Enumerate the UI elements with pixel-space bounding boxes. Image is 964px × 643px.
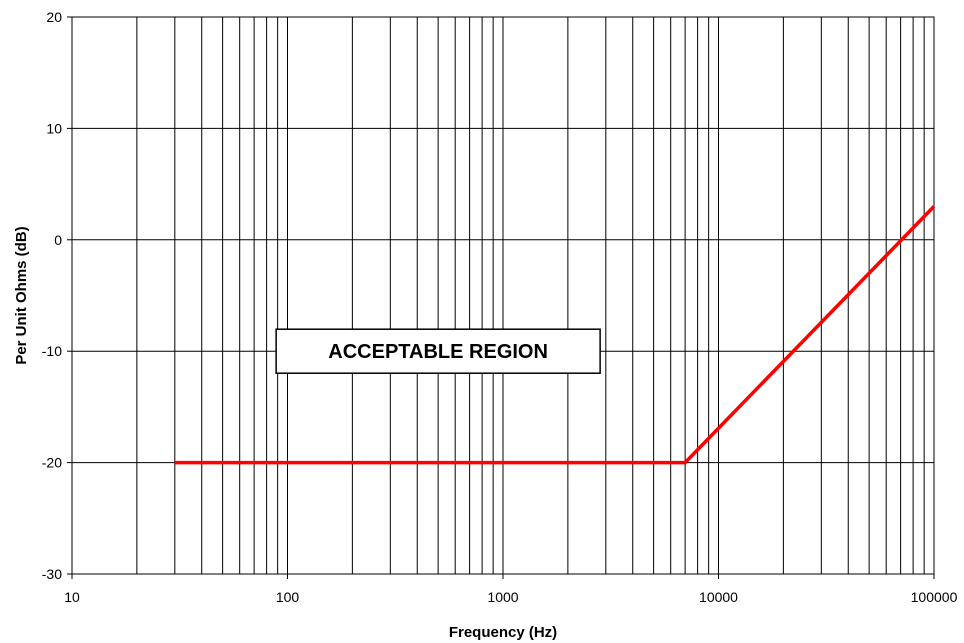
y-tick-label: 20 [46,9,62,25]
x-tick-label: 10 [64,589,80,605]
y-tick-label: -30 [42,566,62,582]
x-tick-label: 100000 [911,589,958,605]
series-line [174,205,936,465]
x-tick-label: 1000 [487,589,518,605]
annotation-layer: ACCEPTABLE REGION [275,328,601,374]
annotation-box [275,328,601,374]
y-tick-label: -10 [42,343,62,359]
x-axis-label: Frequency (Hz) [449,624,557,641]
y-tick-label: 10 [46,120,62,136]
x-tick-label: 10000 [699,589,738,605]
y-tick-label: -20 [42,455,62,471]
y-tick-label: 0 [54,232,62,248]
grid [72,17,934,574]
series-layer [174,205,936,465]
y-axis-label: Per Unit Ohms (dB) [13,226,30,364]
x-tick-label: 100 [276,589,300,605]
annotation-acceptable-region: ACCEPTABLE REGION [328,341,548,363]
